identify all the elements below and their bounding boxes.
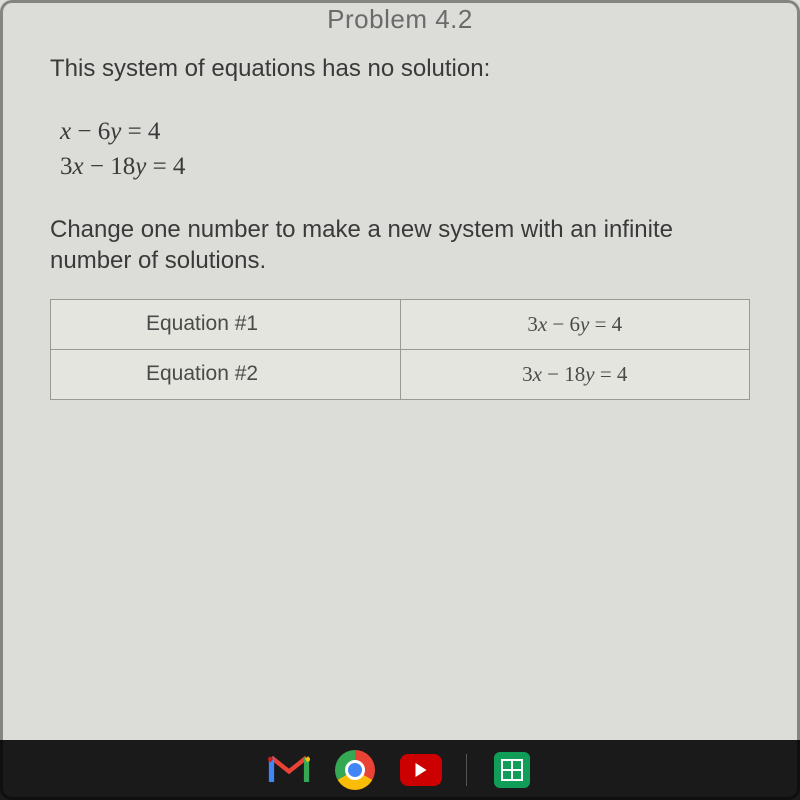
youtube-icon[interactable]	[400, 749, 442, 791]
chrome-icon[interactable]	[334, 749, 376, 791]
equation-2: 3x − 18y = 4	[60, 149, 750, 184]
row-value[interactable]: 3x − 6y = 4	[400, 299, 750, 349]
taskbar	[0, 740, 800, 800]
sheets-icon[interactable]	[491, 749, 533, 791]
gmail-icon[interactable]	[268, 749, 310, 791]
table-row: Equation #2 3x − 18y = 4	[51, 349, 750, 399]
row-label: Equation #1	[51, 299, 401, 349]
table-row: Equation #1 3x − 6y = 4	[51, 299, 750, 349]
gmail-svg	[268, 754, 310, 786]
intro-text: This system of equations has no solution…	[50, 53, 750, 84]
problem-title: Problem 4.2	[50, 0, 750, 53]
instruction-text: Change one number to make a new system w…	[50, 214, 750, 276]
answer-table: Equation #1 3x − 6y = 4 Equation #2 3x −…	[50, 299, 750, 400]
given-equations: x − 6y = 4 3x − 18y = 4	[60, 114, 750, 184]
row-value[interactable]: 3x − 18y = 4	[400, 349, 750, 399]
equation-1: x − 6y = 4	[60, 114, 750, 149]
problem-content: Problem 4.2 This system of equations has…	[0, 0, 800, 740]
taskbar-divider	[466, 754, 467, 786]
row-label: Equation #2	[51, 349, 401, 399]
